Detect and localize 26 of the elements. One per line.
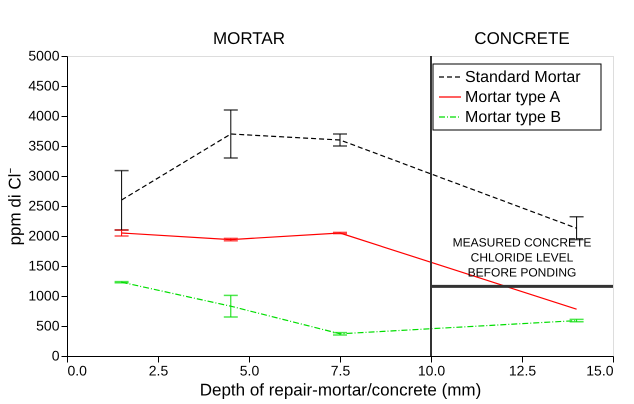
x-tick-label: 2.5	[148, 362, 168, 378]
y-tick-label: 3500	[28, 138, 60, 154]
x-tick-label: 10.0	[418, 362, 446, 378]
y-tick-label: 2500	[28, 198, 60, 214]
text: CONCRETE	[474, 29, 570, 48]
x-tick-label: 5.0	[240, 362, 260, 378]
y-tick-label: 1500	[28, 258, 60, 274]
y-tick-label: 0	[52, 348, 60, 364]
legend-label: Mortar type A	[465, 89, 560, 106]
ref-line-label: MEASURED CONCRETE CHLORIDE LEVEL BEFORE PONDING	[452, 235, 592, 280]
y-tick-label: 4500	[28, 78, 60, 94]
y-tick-label: 1000	[28, 288, 60, 304]
x-axis-title: Depth of repair-mortar/concrete (mm)	[200, 380, 482, 400]
y-tick-label: 4000	[28, 108, 60, 124]
x-tick-label: 12.5	[508, 362, 536, 378]
y-tick-label: 3000	[28, 168, 60, 184]
x-tick-label: 15.0	[586, 362, 614, 378]
x-tick-label: 7.5	[330, 362, 350, 378]
x-tick-label: 0.0	[68, 362, 88, 378]
legend-label: Standard Mortar	[465, 69, 582, 86]
y-tick-label: 2000	[28, 228, 60, 244]
y-axis-title: ppm di Cl⁻	[5, 168, 24, 246]
legend-label: Mortar type B	[465, 109, 562, 126]
text: MORTAR	[212, 29, 286, 48]
y-tick-label: 5000	[28, 48, 60, 64]
y-tick-label: 500	[36, 318, 60, 334]
